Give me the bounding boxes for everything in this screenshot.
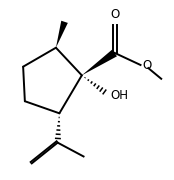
- Text: O: O: [142, 59, 152, 72]
- Polygon shape: [82, 50, 117, 75]
- Polygon shape: [56, 21, 68, 48]
- Text: O: O: [110, 8, 119, 21]
- Text: OH: OH: [110, 89, 128, 102]
